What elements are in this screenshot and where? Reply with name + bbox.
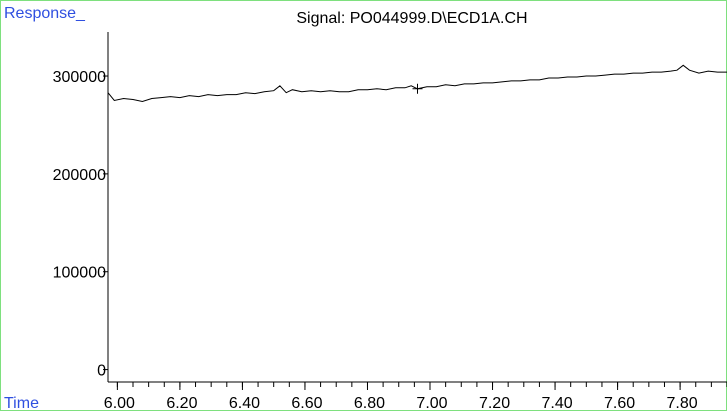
cross-marker: [412, 83, 423, 94]
x-tick-label: 7.80: [667, 395, 698, 411]
y-tick-label: 300000: [53, 69, 106, 86]
x-tick-label: 7.60: [604, 395, 635, 411]
x-tick-label: 7.00: [416, 395, 447, 411]
ticks-layer: [103, 75, 727, 390]
signal-trace: [107, 64, 727, 103]
y-tick-label: 100000: [53, 265, 106, 282]
x-tick-label: 6.60: [291, 395, 322, 411]
x-tick-label: 6.00: [104, 395, 135, 411]
trace-layer: [107, 64, 727, 103]
x-tick-label: 6.80: [354, 395, 385, 411]
y-axis-label: Response_: [4, 5, 86, 22]
y-tick-label: 0: [97, 363, 106, 380]
text-layer: Signal: PO044999.D\ECD1A.CH Response_ Ti…: [4, 5, 698, 411]
x-axis-label: Time: [4, 395, 39, 411]
x-tick-label: 6.20: [166, 395, 197, 411]
x-tick-label: 7.40: [541, 395, 572, 411]
x-tick-label: 7.20: [479, 395, 510, 411]
chart-title: Signal: PO044999.D\ECD1A.CH: [296, 10, 527, 27]
y-tick-label: 200000: [53, 167, 106, 184]
x-tick-label: 6.40: [229, 395, 260, 411]
